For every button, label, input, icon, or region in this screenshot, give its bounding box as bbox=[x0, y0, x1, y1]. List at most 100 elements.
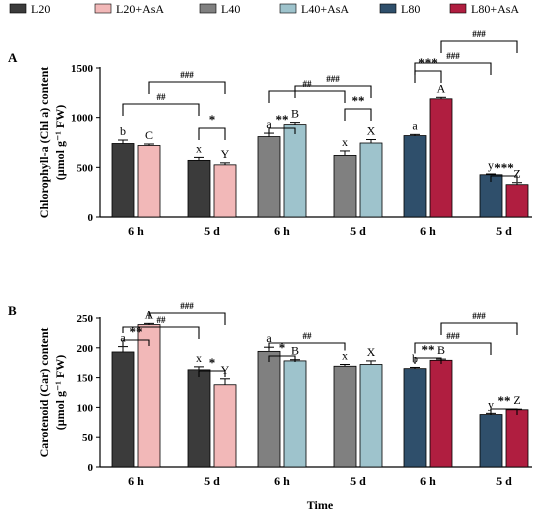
x-tick-label: 5 d bbox=[350, 224, 366, 238]
significance-marker: ### bbox=[446, 331, 460, 341]
legend-label-0: L20 bbox=[31, 2, 50, 16]
bar bbox=[213, 384, 237, 468]
significance-marker: * bbox=[209, 355, 216, 370]
significance-marker: ## bbox=[157, 315, 167, 325]
y-axis-label: Chlorophyll-a (Chl a) content (μmol g⁻¹ F… bbox=[37, 67, 67, 218]
bar bbox=[429, 98, 453, 218]
x-tick-label: 5 d bbox=[204, 224, 220, 238]
bar bbox=[111, 143, 135, 218]
legend-label-1: L20+AsA bbox=[116, 2, 164, 16]
bar bbox=[359, 364, 383, 468]
y-axis-label-line2: (μmol g⁻¹ FW) bbox=[53, 355, 67, 430]
x-axis-label: Time bbox=[307, 498, 334, 512]
significance-marker: ### bbox=[326, 74, 340, 84]
significance-letter: Y bbox=[221, 147, 230, 161]
significance-marker: ## bbox=[157, 92, 167, 102]
x-tick-label: 6 h bbox=[128, 474, 144, 488]
y-axis-label: Carotenoid (Car) content (μmol g⁻¹ FW) bbox=[37, 328, 67, 458]
legend-label-5: L80+AsA bbox=[471, 2, 519, 16]
significance-marker: ** bbox=[276, 112, 289, 127]
y-tick-label: 100 bbox=[77, 402, 94, 414]
significance-letter: B bbox=[291, 107, 299, 121]
x-tick-label: 6 h bbox=[274, 224, 290, 238]
bar bbox=[257, 136, 281, 218]
significance-marker: * bbox=[209, 112, 216, 127]
bar bbox=[429, 359, 453, 468]
x-tick-label: 6 h bbox=[128, 224, 144, 238]
y-tick-label: 1500 bbox=[71, 63, 94, 75]
bar bbox=[137, 145, 161, 218]
legend-label-2: L40 bbox=[221, 2, 240, 16]
significance-letter: X bbox=[367, 124, 376, 138]
x-tick-label: 6 h bbox=[420, 474, 436, 488]
legend-swatch-3 bbox=[279, 3, 297, 14]
chart-panel-b: B Carotenoid (Car) content (μmol g⁻¹ FW) 0 5… bbox=[8, 301, 532, 488]
legend-swatch-0 bbox=[9, 3, 27, 14]
significance-bracket bbox=[198, 127, 226, 140]
significance-bracket bbox=[122, 103, 200, 116]
bar bbox=[283, 360, 307, 468]
significance-bracket bbox=[490, 175, 518, 182]
significance-marker: ## bbox=[303, 331, 313, 341]
significance-bracket bbox=[122, 339, 150, 346]
significance-marker: ### bbox=[472, 29, 486, 39]
chart-panel-a: A Chlorophyll-a (Chl a) content (μmol g⁻¹ … bbox=[8, 29, 532, 238]
bar bbox=[333, 155, 357, 218]
significance-bracket bbox=[344, 108, 372, 121]
significance-letter: y bbox=[488, 158, 494, 172]
bar bbox=[283, 124, 307, 218]
y-tick-label: 200 bbox=[77, 343, 94, 355]
bar bbox=[257, 350, 281, 468]
significance-bracket bbox=[440, 322, 518, 335]
x-tick-label: 6 h bbox=[274, 474, 290, 488]
significance-marker: ### bbox=[472, 311, 486, 321]
y-axis-label-line1: Carotenoid (Car) content bbox=[37, 328, 51, 458]
significance-letter: C bbox=[145, 128, 153, 142]
significance-letter: b bbox=[120, 124, 126, 138]
significance-bracket bbox=[268, 90, 346, 103]
significance-letter: y bbox=[488, 397, 494, 411]
bar bbox=[479, 414, 503, 468]
y-tick-label: 150 bbox=[77, 373, 94, 385]
legend-label-3: L40+AsA bbox=[301, 2, 349, 16]
bar bbox=[403, 135, 427, 218]
legend-label-4: L80 bbox=[401, 2, 420, 16]
significance-bracket bbox=[414, 357, 442, 364]
y-axis-label-line1: Chlorophyll-a (Chl a) content bbox=[37, 67, 51, 218]
significance-bracket bbox=[148, 81, 226, 94]
significance-letter: Y bbox=[221, 363, 230, 377]
legend-swatch-5 bbox=[449, 3, 467, 14]
significance-bracket bbox=[268, 127, 296, 134]
significance-letter: x bbox=[342, 135, 348, 149]
legend-swatch-4 bbox=[379, 3, 397, 14]
bar bbox=[187, 369, 211, 468]
bar bbox=[403, 368, 427, 468]
significance-bracket bbox=[268, 355, 296, 362]
significance-letter: x bbox=[196, 141, 202, 155]
significance-letter: B bbox=[291, 344, 299, 358]
x-tick-label: 5 d bbox=[350, 474, 366, 488]
significance-marker: ## bbox=[303, 79, 313, 89]
significance-bracket bbox=[414, 70, 442, 83]
legend-swatch-2 bbox=[199, 3, 217, 14]
panel-label: B bbox=[8, 303, 17, 318]
significance-letter: Z bbox=[513, 167, 520, 181]
panel-label: A bbox=[8, 50, 18, 65]
x-tick-label: 5 d bbox=[496, 474, 512, 488]
y-tick-label: 1000 bbox=[71, 113, 94, 125]
significance-marker: *** bbox=[494, 160, 514, 175]
y-tick-label: 0 bbox=[88, 462, 94, 474]
significance-marker: ** bbox=[352, 93, 365, 108]
significance-bracket bbox=[294, 85, 372, 98]
legend: L20 L20+AsA L40 L40+AsA L80 L80+AsA bbox=[9, 2, 519, 16]
bar bbox=[359, 142, 383, 218]
bar bbox=[187, 159, 211, 218]
significance-letter: Z bbox=[513, 393, 520, 407]
significance-letter: X bbox=[367, 345, 376, 359]
y-tick-label: 500 bbox=[77, 162, 94, 174]
significance-bracket bbox=[490, 408, 518, 415]
significance-bracket bbox=[414, 342, 492, 355]
significance-letter: A bbox=[437, 81, 446, 95]
significance-bracket bbox=[198, 370, 226, 377]
